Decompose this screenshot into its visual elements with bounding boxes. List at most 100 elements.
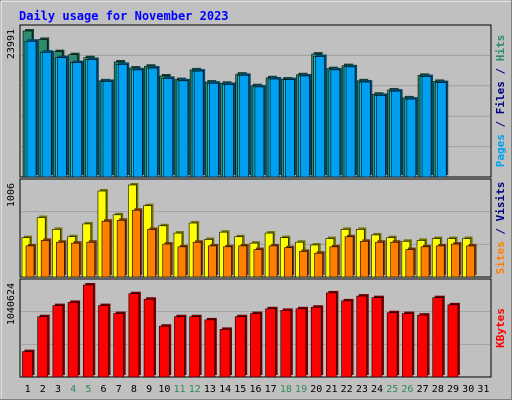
x-tick-label-day-31: 31 xyxy=(477,384,489,395)
bar-sites-day-11 xyxy=(177,246,187,278)
x-tick-label-day-4: 4 xyxy=(70,384,76,395)
x-tick-label-day-12: 12 xyxy=(189,384,201,395)
bar-kbytes-day-15 xyxy=(234,316,246,378)
bar-sites-day-19 xyxy=(299,251,308,278)
x-tick-label-day-9: 9 xyxy=(146,384,152,395)
legend-hits: Hits xyxy=(494,35,507,62)
x-tick-label-day-23: 23 xyxy=(356,384,368,395)
bar-pages-day-25 xyxy=(391,90,401,178)
x-tick-label-day-8: 8 xyxy=(131,384,137,395)
bar-sites-day-24 xyxy=(375,241,384,278)
x-tick-label-day-17: 17 xyxy=(265,384,277,395)
bar-pages-day-7 xyxy=(117,64,128,178)
panel-3-max-label: 1040624 xyxy=(6,283,17,325)
x-tick-label-day-26: 26 xyxy=(401,384,413,395)
bar-sites-day-9 xyxy=(147,229,156,278)
bar-pages-day-14 xyxy=(224,84,234,178)
bar-kbytes-day-28 xyxy=(432,297,444,378)
bar-pages-day-21 xyxy=(330,69,341,178)
bar-sites-day-20 xyxy=(314,252,323,278)
bar-pages-day-13 xyxy=(209,82,219,178)
x-tick-label-day-6: 6 xyxy=(101,384,107,395)
bar-pages-day-4 xyxy=(72,62,82,178)
bar-pages-day-22 xyxy=(345,66,356,178)
bar-pages-day-15 xyxy=(239,75,250,178)
bar-pages-day-2 xyxy=(41,51,52,178)
x-tick-label-day-28: 28 xyxy=(432,384,444,395)
legend-visits: Visits xyxy=(494,182,507,222)
panel-1-max-label: 23991 xyxy=(6,29,17,59)
bar-sites-day-8 xyxy=(132,209,141,278)
bar-sites-day-3 xyxy=(56,241,65,278)
x-tick-label-day-10: 10 xyxy=(158,384,170,395)
bar-pages-day-20 xyxy=(315,56,325,178)
bar-kbytes-day-5 xyxy=(82,284,94,378)
x-tick-label-day-29: 29 xyxy=(447,384,459,395)
bar-sites-day-5 xyxy=(86,241,96,278)
bar-pages-day-11 xyxy=(178,80,189,178)
bar-pages-day-27 xyxy=(421,76,432,178)
bar-kbytes-day-26 xyxy=(402,313,413,378)
legend-files: Files xyxy=(494,81,507,114)
panel-2-max-label: 1006 xyxy=(6,183,17,207)
x-tick-label-day-30: 30 xyxy=(462,384,474,395)
bar-kbytes-day-20 xyxy=(310,306,322,378)
x-tick-label-day-3: 3 xyxy=(55,384,61,395)
bar-sites-day-18 xyxy=(283,247,293,278)
bar-pages-day-3 xyxy=(57,57,67,178)
legend-separator: / xyxy=(494,61,507,81)
bar-pages-day-23 xyxy=(360,81,371,178)
bar-sites-day-17 xyxy=(268,245,278,278)
legend-kbytes: KBytes xyxy=(494,308,507,348)
bar-kbytes-day-22 xyxy=(341,300,352,378)
bar-pages-day-28 xyxy=(436,82,447,178)
x-tick-label-day-24: 24 xyxy=(371,384,383,395)
bar-kbytes-day-3 xyxy=(52,305,64,378)
bar-sites-day-13 xyxy=(208,245,217,278)
x-tick-label-day-27: 27 xyxy=(417,384,429,395)
bar-sites-day-14 xyxy=(223,246,232,278)
bar-sites-day-15 xyxy=(238,245,248,278)
legend-separator: / xyxy=(494,114,507,134)
x-tick-label-day-19: 19 xyxy=(295,384,307,395)
bar-pages-day-16 xyxy=(254,86,265,178)
bar-pages-day-8 xyxy=(133,69,143,178)
bar-sites-day-1 xyxy=(25,245,35,278)
bar-kbytes-day-17 xyxy=(265,308,276,378)
x-tick-label-day-14: 14 xyxy=(219,384,231,395)
bar-pages-day-17 xyxy=(269,78,280,178)
legend-sites: Sites xyxy=(494,241,507,274)
bar-sites-day-29 xyxy=(451,243,460,278)
bar-pages-day-12 xyxy=(193,70,204,178)
bar-pages-day-26 xyxy=(406,98,417,178)
bar-pages-day-19 xyxy=(300,75,310,178)
bar-kbytes-day-18 xyxy=(280,310,292,378)
bar-kbytes-day-2 xyxy=(37,316,48,378)
bar-pages-day-9 xyxy=(148,67,158,178)
bar-kbytes-day-7 xyxy=(113,313,124,378)
x-tick-label-day-2: 2 xyxy=(40,384,46,395)
bar-kbytes-day-8 xyxy=(128,293,140,378)
bar-kbytes-day-12 xyxy=(189,316,200,378)
bar-pages-day-1 xyxy=(26,40,37,178)
x-tick-label-day-22: 22 xyxy=(341,384,353,395)
bar-kbytes-day-27 xyxy=(417,314,428,378)
bar-sites-day-4 xyxy=(71,242,80,278)
bar-pages-day-5 xyxy=(87,59,98,178)
bar-kbytes-day-10 xyxy=(158,325,170,378)
bar-sites-day-12 xyxy=(192,241,202,278)
bar-kbytes-day-13 xyxy=(204,319,216,378)
bar-sites-day-16 xyxy=(253,249,263,278)
bar-pages-day-10 xyxy=(163,78,174,178)
bar-kbytes-day-1 xyxy=(22,351,33,378)
bar-kbytes-day-25 xyxy=(386,312,398,378)
bar-sites-day-25 xyxy=(390,241,399,278)
chart-title: Daily usage for November 2023 xyxy=(19,9,229,23)
x-tick-label-day-13: 13 xyxy=(204,384,216,395)
panel-3-legend: KBytes xyxy=(494,308,507,348)
bar-sites-day-28 xyxy=(435,245,445,278)
x-tick-label-day-1: 1 xyxy=(25,384,31,395)
x-tick-label-day-21: 21 xyxy=(325,384,337,395)
bar-sites-day-22 xyxy=(344,236,354,278)
bar-pages-day-6 xyxy=(102,81,113,178)
